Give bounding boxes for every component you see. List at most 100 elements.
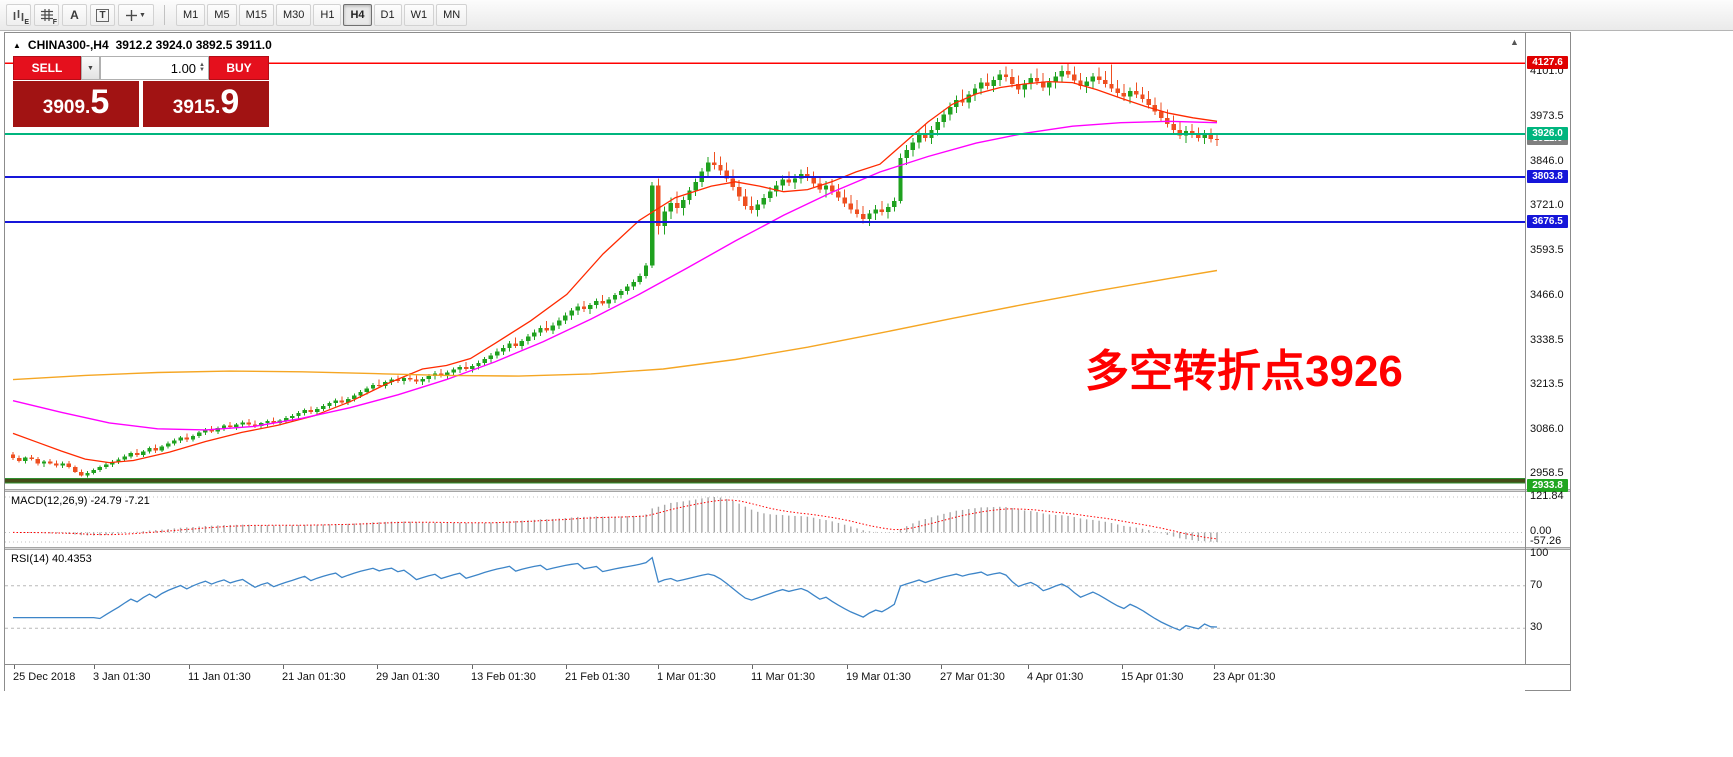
ma-mid-magenta	[12, 120, 1218, 431]
time-tick	[472, 665, 473, 669]
volume-input[interactable]: 1.00 ▲ ▼	[100, 56, 209, 80]
timeframe-button-d1[interactable]: D1	[373, 4, 402, 26]
time-axis-label: 13 Feb 01:30	[471, 671, 536, 683]
price-axis-label: 2958.5	[1530, 467, 1564, 480]
timeframe-button-mn[interactable]: MN	[436, 4, 468, 26]
time-axis-label: 25 Dec 2018	[13, 671, 76, 683]
chart-bars-glyph	[13, 9, 24, 21]
time-tick	[14, 665, 15, 669]
font-tool-icon[interactable]: A	[62, 4, 87, 26]
one-click-trade-panel: SELL ▼ 1.00 ▲ ▼ BUY 3909. 5 3915. 9	[13, 56, 269, 127]
time-tick	[94, 665, 95, 669]
toolbar-separator	[164, 5, 165, 25]
time-tick	[1122, 665, 1123, 669]
chart-shift-marker-icon[interactable]: ▲	[1510, 37, 1519, 47]
candlestick-chart-icon[interactable]: E	[6, 4, 31, 26]
sell-price-display[interactable]: 3909. 5	[13, 81, 139, 127]
symbol-period-label: CHINA300-,H4	[27, 38, 109, 52]
text-label-glyph: T	[96, 8, 109, 22]
price-tag: 4127.6	[1527, 56, 1568, 69]
grid-icon[interactable]: F	[34, 4, 59, 26]
time-axis-label: 27 Mar 01:30	[940, 671, 1005, 683]
rsi-axis-label: 100	[1530, 547, 1549, 559]
price-tag: 2933.8	[1527, 479, 1568, 493]
time-tick	[658, 665, 659, 669]
sell-price-main: 3909.	[42, 97, 91, 118]
crosshair-glyph	[126, 9, 138, 21]
price-axis-label: 3846.0	[1530, 155, 1564, 168]
time-axis-label: 15 Apr 01:30	[1121, 671, 1184, 683]
dropdown-caret-icon: ▼	[139, 11, 146, 19]
price-axis-label: 3086.0	[1530, 422, 1564, 435]
price-axis-border	[1525, 33, 1526, 664]
time-tick	[566, 665, 567, 669]
volume-value: 1.00	[170, 60, 197, 76]
rsi-indicator-label: RSI(14) 40.4353	[11, 553, 92, 565]
sell-button[interactable]: SELL	[13, 56, 81, 80]
icon-sub-label: E	[24, 19, 29, 26]
trade-prices-row: 3909. 5 3915. 9	[13, 81, 269, 127]
spin-up-icon[interactable]: ▲	[199, 62, 205, 68]
timeframe-button-m1[interactable]: M1	[176, 4, 206, 26]
time-axis-border	[5, 664, 1570, 665]
sell-price-big-digit: 5	[90, 83, 110, 121]
rsi-panel-canvas[interactable]	[5, 550, 1525, 663]
price-axis-label: 3466.0	[1530, 288, 1564, 301]
timeframe-button-group: M1 M5 M15 M30 H1 H4 D1 W1 MN	[175, 4, 468, 26]
time-tick	[752, 665, 753, 669]
time-tick	[283, 665, 284, 669]
macd-axis-label: -57.26	[1530, 535, 1562, 547]
time-axis-label: 11 Mar 01:30	[751, 671, 816, 683]
toolbar: E F A T ▼ M1 M5 M15 M30 H1 H4 D1 W1 MN	[0, 0, 1733, 31]
price-axis[interactable]: 4101.0 3973.5 3846.0 3721.0 3593.5 3466.0 3338…	[1526, 33, 1570, 664]
macd-panel-canvas[interactable]	[5, 492, 1525, 547]
price-tag: 3926.0	[1527, 127, 1568, 140]
collapse-arrow-icon[interactable]: ▲	[13, 40, 21, 50]
icon-sub-label: F	[52, 19, 57, 26]
time-tick	[847, 665, 848, 669]
timeframe-button-w1[interactable]: W1	[403, 4, 435, 26]
volume-spinner[interactable]: ▲ ▼	[199, 62, 205, 73]
macd-axis-label: 121.84	[1530, 490, 1564, 502]
timeframe-button-h4[interactable]: H4	[343, 4, 372, 26]
time-tick	[377, 665, 378, 669]
ma-slow-orange	[12, 269, 1218, 381]
time-axis-label: 11 Jan 01:30	[188, 671, 251, 683]
time-axis-label: 19 Mar 01:30	[846, 671, 911, 683]
time-axis-label: 3 Jan 01:30	[93, 671, 151, 683]
dropdown-caret-icon: ▼	[87, 64, 94, 72]
main-chart-canvas[interactable]	[5, 33, 1525, 489]
chart-text-annotation: 多空转折点3926	[1085, 347, 1403, 396]
buy-price-main: 3915.	[172, 97, 221, 118]
time-axis-label: 21 Feb 01:30	[565, 671, 630, 683]
timeframe-button-h1[interactable]: H1	[313, 4, 342, 26]
ohlc-values: 3912.2 3924.0 3892.5 3911.0	[115, 38, 272, 52]
trade-controls-row: SELL ▼ 1.00 ▲ ▼ BUY	[13, 56, 269, 80]
time-axis-label: 21 Jan 01:30	[282, 671, 346, 683]
time-axis-label: 29 Jan 01:30	[376, 671, 440, 683]
price-axis-label: 3338.5	[1530, 333, 1564, 346]
timeframe-button-m5[interactable]: M5	[207, 4, 237, 26]
timeframe-button-m15[interactable]: M15	[238, 4, 274, 26]
buy-button[interactable]: BUY	[209, 56, 269, 80]
spin-down-icon[interactable]: ▼	[199, 67, 205, 73]
panel-divider[interactable]	[5, 489, 1570, 492]
time-tick	[941, 665, 942, 669]
order-type-dropdown[interactable]: ▼	[81, 56, 100, 80]
panel-divider[interactable]	[5, 547, 1570, 550]
price-axis-label: 3593.5	[1530, 244, 1564, 256]
price-axis-label: 3721.0	[1530, 199, 1564, 212]
buy-price-big-digit: 9	[220, 83, 240, 121]
price-tag: 3676.5	[1527, 214, 1568, 228]
text-label-tool-icon[interactable]: T	[90, 4, 115, 26]
price-tag: 3803.8	[1527, 170, 1568, 183]
time-axis-label: 4 Apr 01:30	[1027, 671, 1084, 683]
buy-price-display[interactable]: 3915. 9	[143, 81, 269, 127]
time-axis[interactable]: 25 Dec 2018 3 Jan 01:30 11 Jan 01:30 21 Jan…	[5, 665, 1525, 691]
grid-glyph	[40, 9, 53, 21]
time-axis-label: 23 Apr 01:30	[1213, 671, 1276, 683]
time-tick	[189, 665, 190, 669]
crosshair-tool-icon[interactable]: ▼	[118, 4, 154, 26]
timeframe-button-m30[interactable]: M30	[275, 4, 312, 26]
price-axis-label: 3213.5	[1530, 377, 1564, 390]
